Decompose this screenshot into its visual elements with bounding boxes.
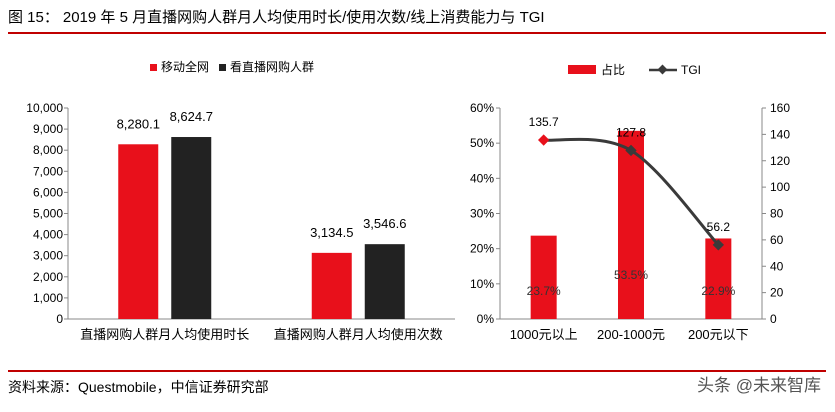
tgi-point	[712, 239, 724, 251]
y-tick-label: 10%	[470, 277, 494, 291]
right-bars	[530, 130, 732, 319]
y2-tick-label: 80	[770, 207, 784, 221]
bar-value-label: 8,280.1	[117, 116, 160, 131]
y-tick-label: 1,000	[33, 291, 63, 305]
source-note: 资料来源：Questmobile，中信证券研究部	[8, 370, 826, 406]
bar-value-label: 22.9%	[701, 284, 735, 298]
bar	[364, 244, 405, 319]
left-chart: 移动全网 看直播网购人群 0 1,000 2,000 3,000 4,000 5,000 6,…	[26, 59, 455, 342]
left-legend: 移动全网 看直播网购人群	[150, 59, 314, 74]
right-x-axis: 1000元以上 200-1000元 200元以下	[510, 327, 749, 342]
y-tick-label: 8,000	[33, 143, 63, 157]
y-tick-label: 6,000	[33, 185, 63, 199]
figure-number: 图 15：	[8, 9, 59, 26]
y-tick-label: 5,000	[33, 207, 63, 221]
bar	[171, 137, 212, 319]
y2-tick-label: 120	[770, 154, 790, 168]
right-left-y-axis: 0% 10% 20% 30% 40% 50% 60%	[470, 101, 762, 326]
legend-label-0: 移动全网	[161, 59, 209, 74]
bar-value-label: 3,134.5	[310, 225, 353, 240]
right-chart: 占比 TGI 0% 10% 20% 30% 40% 50% 60% 0 20 40 60 80 100 1…	[470, 62, 790, 342]
y2-tick-label: 40	[770, 259, 784, 273]
watermark: 头条 @未来智库	[697, 376, 821, 395]
y2-tick-label: 0	[770, 312, 777, 326]
legend-swatch-bar	[568, 65, 596, 74]
bar	[118, 144, 159, 319]
right-data-labels: 23.7% 53.5% 22.9% 135.7 127.8 56.2	[527, 115, 736, 298]
x-category-label: 200-1000元	[597, 327, 665, 342]
tgi-value-label: 56.2	[707, 220, 731, 234]
y2-tick-label: 60	[770, 233, 784, 247]
y2-tick-label: 140	[770, 127, 790, 141]
legend-label-line: TGI	[681, 63, 701, 77]
tgi-value-label: 127.8	[616, 125, 646, 139]
tgi-point	[538, 134, 550, 146]
legend-label-bar: 占比	[601, 62, 625, 77]
y-tick-label: 40%	[470, 171, 494, 185]
right-right-y-axis: 0 20 40 60 80 100 120 140 160	[761, 101, 790, 326]
y-tick-label: 10,000	[26, 101, 63, 115]
legend-label-1: 看直播网购人群	[230, 59, 314, 74]
figure-title: 图 15： 2019 年 5 月直播网购人群月人均使用时长/使用次数/线上消费能力…	[8, 6, 826, 34]
legend-swatch-1	[219, 64, 226, 71]
y-tick-label: 7,000	[33, 164, 63, 178]
charts-area: 移动全网 看直播网购人群 0 1,000 2,000 3,000 4,000 5,000 6,…	[26, 59, 790, 342]
y2-tick-label: 160	[770, 101, 790, 115]
y-tick-label: 0%	[477, 312, 495, 326]
y2-tick-label: 100	[770, 180, 790, 194]
bar-value-label: 53.5%	[614, 268, 648, 282]
y-tick-label: 20%	[470, 242, 494, 256]
tgi-value-label: 135.7	[529, 115, 559, 129]
bar-value-label: 3,546.6	[363, 216, 406, 231]
bar-value-label: 8,624.7	[170, 109, 213, 124]
bar	[705, 238, 732, 319]
bar	[530, 235, 557, 319]
left-y-axis: 0 1,000 2,000 3,000 4,000 5,000 6,000 7,000 8,00…	[26, 101, 455, 326]
legend-swatch-0	[150, 64, 157, 71]
x-category-label: 1000元以上	[510, 327, 578, 342]
y-tick-label: 0	[56, 312, 63, 326]
legend-marker-line	[657, 64, 668, 75]
left-x-axis: 直播网购人群月人均使用时长 直播网购人群月人均使用次数	[80, 327, 443, 342]
tgi-point	[625, 144, 637, 157]
y-tick-label: 3,000	[33, 249, 63, 263]
right-legend: 占比 TGI	[568, 62, 701, 77]
y-tick-label: 2,000	[33, 270, 63, 284]
y-tick-label: 30%	[470, 207, 494, 221]
y-tick-label: 60%	[470, 101, 494, 115]
x-category-label: 200元以下	[688, 327, 749, 342]
x-category-label: 直播网购人群月人均使用时长	[80, 327, 249, 342]
bar	[618, 130, 644, 319]
left-bars	[118, 137, 405, 319]
y-tick-label: 4,000	[33, 228, 63, 242]
y-tick-label: 50%	[470, 136, 494, 150]
x-category-label: 直播网购人群月人均使用次数	[274, 327, 443, 342]
bar-value-label: 23.7%	[527, 284, 561, 298]
bar	[311, 252, 352, 319]
left-data-labels: 8,280.1 8,624.7 3,134.5 3,546.6	[117, 109, 407, 240]
y2-tick-label: 20	[770, 286, 784, 300]
y-tick-label: 9,000	[33, 122, 63, 136]
figure-title-text: 2019 年 5 月直播网购人群月人均使用时长/使用次数/线上消费能力与 TGI	[62, 9, 545, 26]
